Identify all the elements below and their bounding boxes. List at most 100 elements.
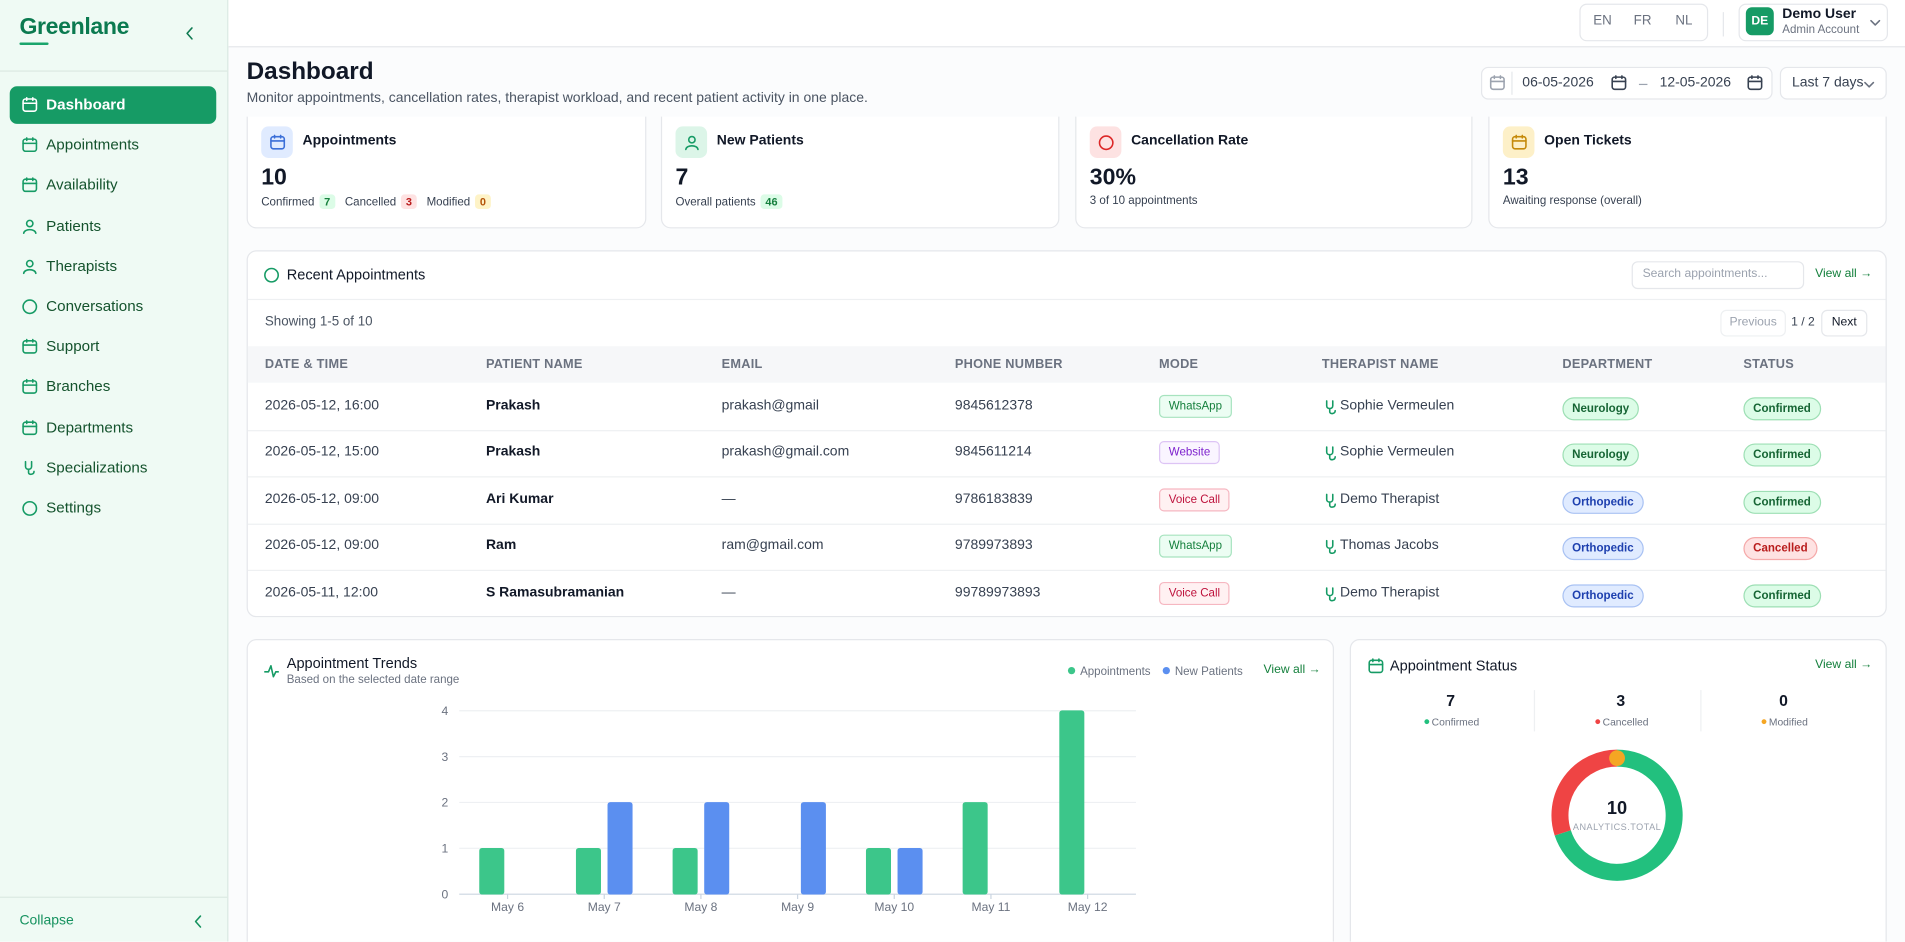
icon-shape [22, 268, 37, 274]
content: Appointments 10 Confirmed 7 Cancelled 3 Modifi… [0, 116, 1905, 942]
legend-marker [1424, 719, 1430, 725]
stat-badges: Confirmed 7 Cancelled 3 Modified 0 [261, 194, 500, 209]
search-input[interactable] [1631, 261, 1805, 290]
donut-total: 10 [1607, 798, 1627, 818]
search-placeholder: Search appointments... [1642, 267, 1768, 281]
nav-item[interactable]: Departments [10, 409, 217, 447]
table-cell: 9786183839 [954, 491, 1033, 507]
department-badge: Orthopedic [1562, 583, 1644, 607]
table-cell: 2026-05-12, 09:00 [264, 538, 380, 554]
icon-shape [1325, 400, 1336, 415]
content-inner: Appointments 10 Confirmed 7 Cancelled 3 Modifi… [0, 116, 1905, 942]
row-divider [247, 430, 1886, 432]
badge-label: Modified [426, 194, 471, 209]
date-from[interactable]: 06-05-2026 [1522, 75, 1594, 90]
previous-button[interactable]: Previous [1720, 309, 1786, 337]
icon [1511, 134, 1527, 150]
nav-item[interactable]: Support [10, 328, 217, 366]
mode-badge: Voice Call [1159, 581, 1230, 605]
icon-shape [1747, 76, 1763, 91]
range-select[interactable] [1779, 66, 1887, 100]
date-to[interactable]: 12-05-2026 [1659, 75, 1732, 90]
user-name: Demo User [1782, 7, 1857, 22]
date-separator [1638, 83, 1648, 86]
nav-item[interactable]: Availability [10, 167, 217, 205]
icon-shape [22, 137, 38, 145]
icon [22, 500, 38, 516]
nav-item[interactable]: Appointments [10, 127, 217, 165]
chart-subtitle: Based on the selected date range [286, 673, 460, 687]
collapse-button[interactable]: Collapse [19, 913, 74, 929]
table-cell: prakash@gmail.com [721, 445, 850, 460]
nav-item[interactable]: Therapists [10, 248, 217, 286]
status-label: Cancelled [1603, 717, 1649, 728]
view-all-link[interactable]: View all → [1815, 658, 1873, 672]
icon [22, 339, 38, 354]
icon [22, 419, 38, 435]
icon [684, 135, 699, 150]
nav-item[interactable]: Settings [10, 490, 217, 528]
icon-shape [25, 259, 34, 268]
stat-value: 7 [675, 165, 689, 191]
icon-shape [22, 228, 37, 234]
stat-title: Appointments [302, 133, 397, 149]
view-all-link[interactable]: View all → [1815, 267, 1873, 281]
divider [0, 70, 228, 72]
icon-shape [22, 419, 38, 427]
nav-item[interactable]: Specializations [10, 449, 217, 487]
nav-item[interactable]: Dashboard [9, 86, 217, 124]
icon-shape [22, 420, 38, 435]
donut-segment [1551, 749, 1618, 836]
icon [1325, 586, 1336, 601]
nav-label: Dashboard [46, 95, 126, 113]
nav-label: Conversations [46, 297, 144, 315]
view-all-link[interactable]: View all → [1263, 663, 1321, 677]
badge-value: 7 [319, 194, 336, 209]
chart-title: Appointment Status [1389, 657, 1518, 675]
icon-shape [22, 178, 38, 193]
nav-item[interactable]: Conversations [10, 288, 217, 326]
legend-label: Appointments [1080, 666, 1151, 678]
icon-shape [1747, 75, 1763, 83]
donut-segment [1554, 749, 1683, 881]
status-label: Modified [1769, 717, 1808, 728]
y-tick-label: 0 [442, 887, 449, 901]
y-tick-label: 1 [442, 842, 449, 856]
stat-card [1488, 116, 1887, 229]
icon [1864, 81, 1875, 88]
icon-shape [22, 500, 38, 516]
table-cell: Ari Kumar [485, 491, 554, 507]
sidebar: Greenlane Dashboard Appointments Availabili… [0, 0, 229, 942]
icon-shape [1325, 540, 1336, 555]
table-cell: ram@gmail.com [721, 538, 824, 554]
icon-shape [684, 144, 699, 150]
next-button[interactable]: Next [1821, 309, 1868, 337]
language-option[interactable]: NL [1675, 13, 1693, 28]
icon-shape [1511, 134, 1527, 142]
table-cell: Prakash [485, 398, 541, 414]
card-title: Recent Appointments [286, 266, 426, 284]
brand: Greenlane [19, 14, 130, 41]
icon [1325, 493, 1336, 508]
table-cell: Demo Therapist [1340, 585, 1440, 600]
icon [186, 27, 193, 40]
language-option[interactable]: EN [1593, 13, 1612, 28]
icon [22, 137, 38, 153]
row-divider [247, 476, 1886, 478]
table-cell: Sophie Vermeulen [1340, 398, 1455, 414]
table-cell: Ram [485, 538, 517, 554]
badge-value: 0 [475, 194, 491, 209]
nav-label: Settings [46, 499, 102, 517]
column-header: MODE [1159, 357, 1199, 372]
brand-underline [19, 42, 49, 45]
bar [865, 847, 891, 895]
nav-item[interactable]: Branches [10, 369, 217, 407]
badge-label: Overall patients [675, 194, 756, 209]
language-option[interactable]: FR [1633, 13, 1652, 28]
trends-card [246, 639, 1334, 942]
nav-item[interactable]: Patients [10, 207, 217, 245]
x-tick-label: May 12 [1068, 900, 1108, 914]
icon-shape [687, 135, 696, 144]
